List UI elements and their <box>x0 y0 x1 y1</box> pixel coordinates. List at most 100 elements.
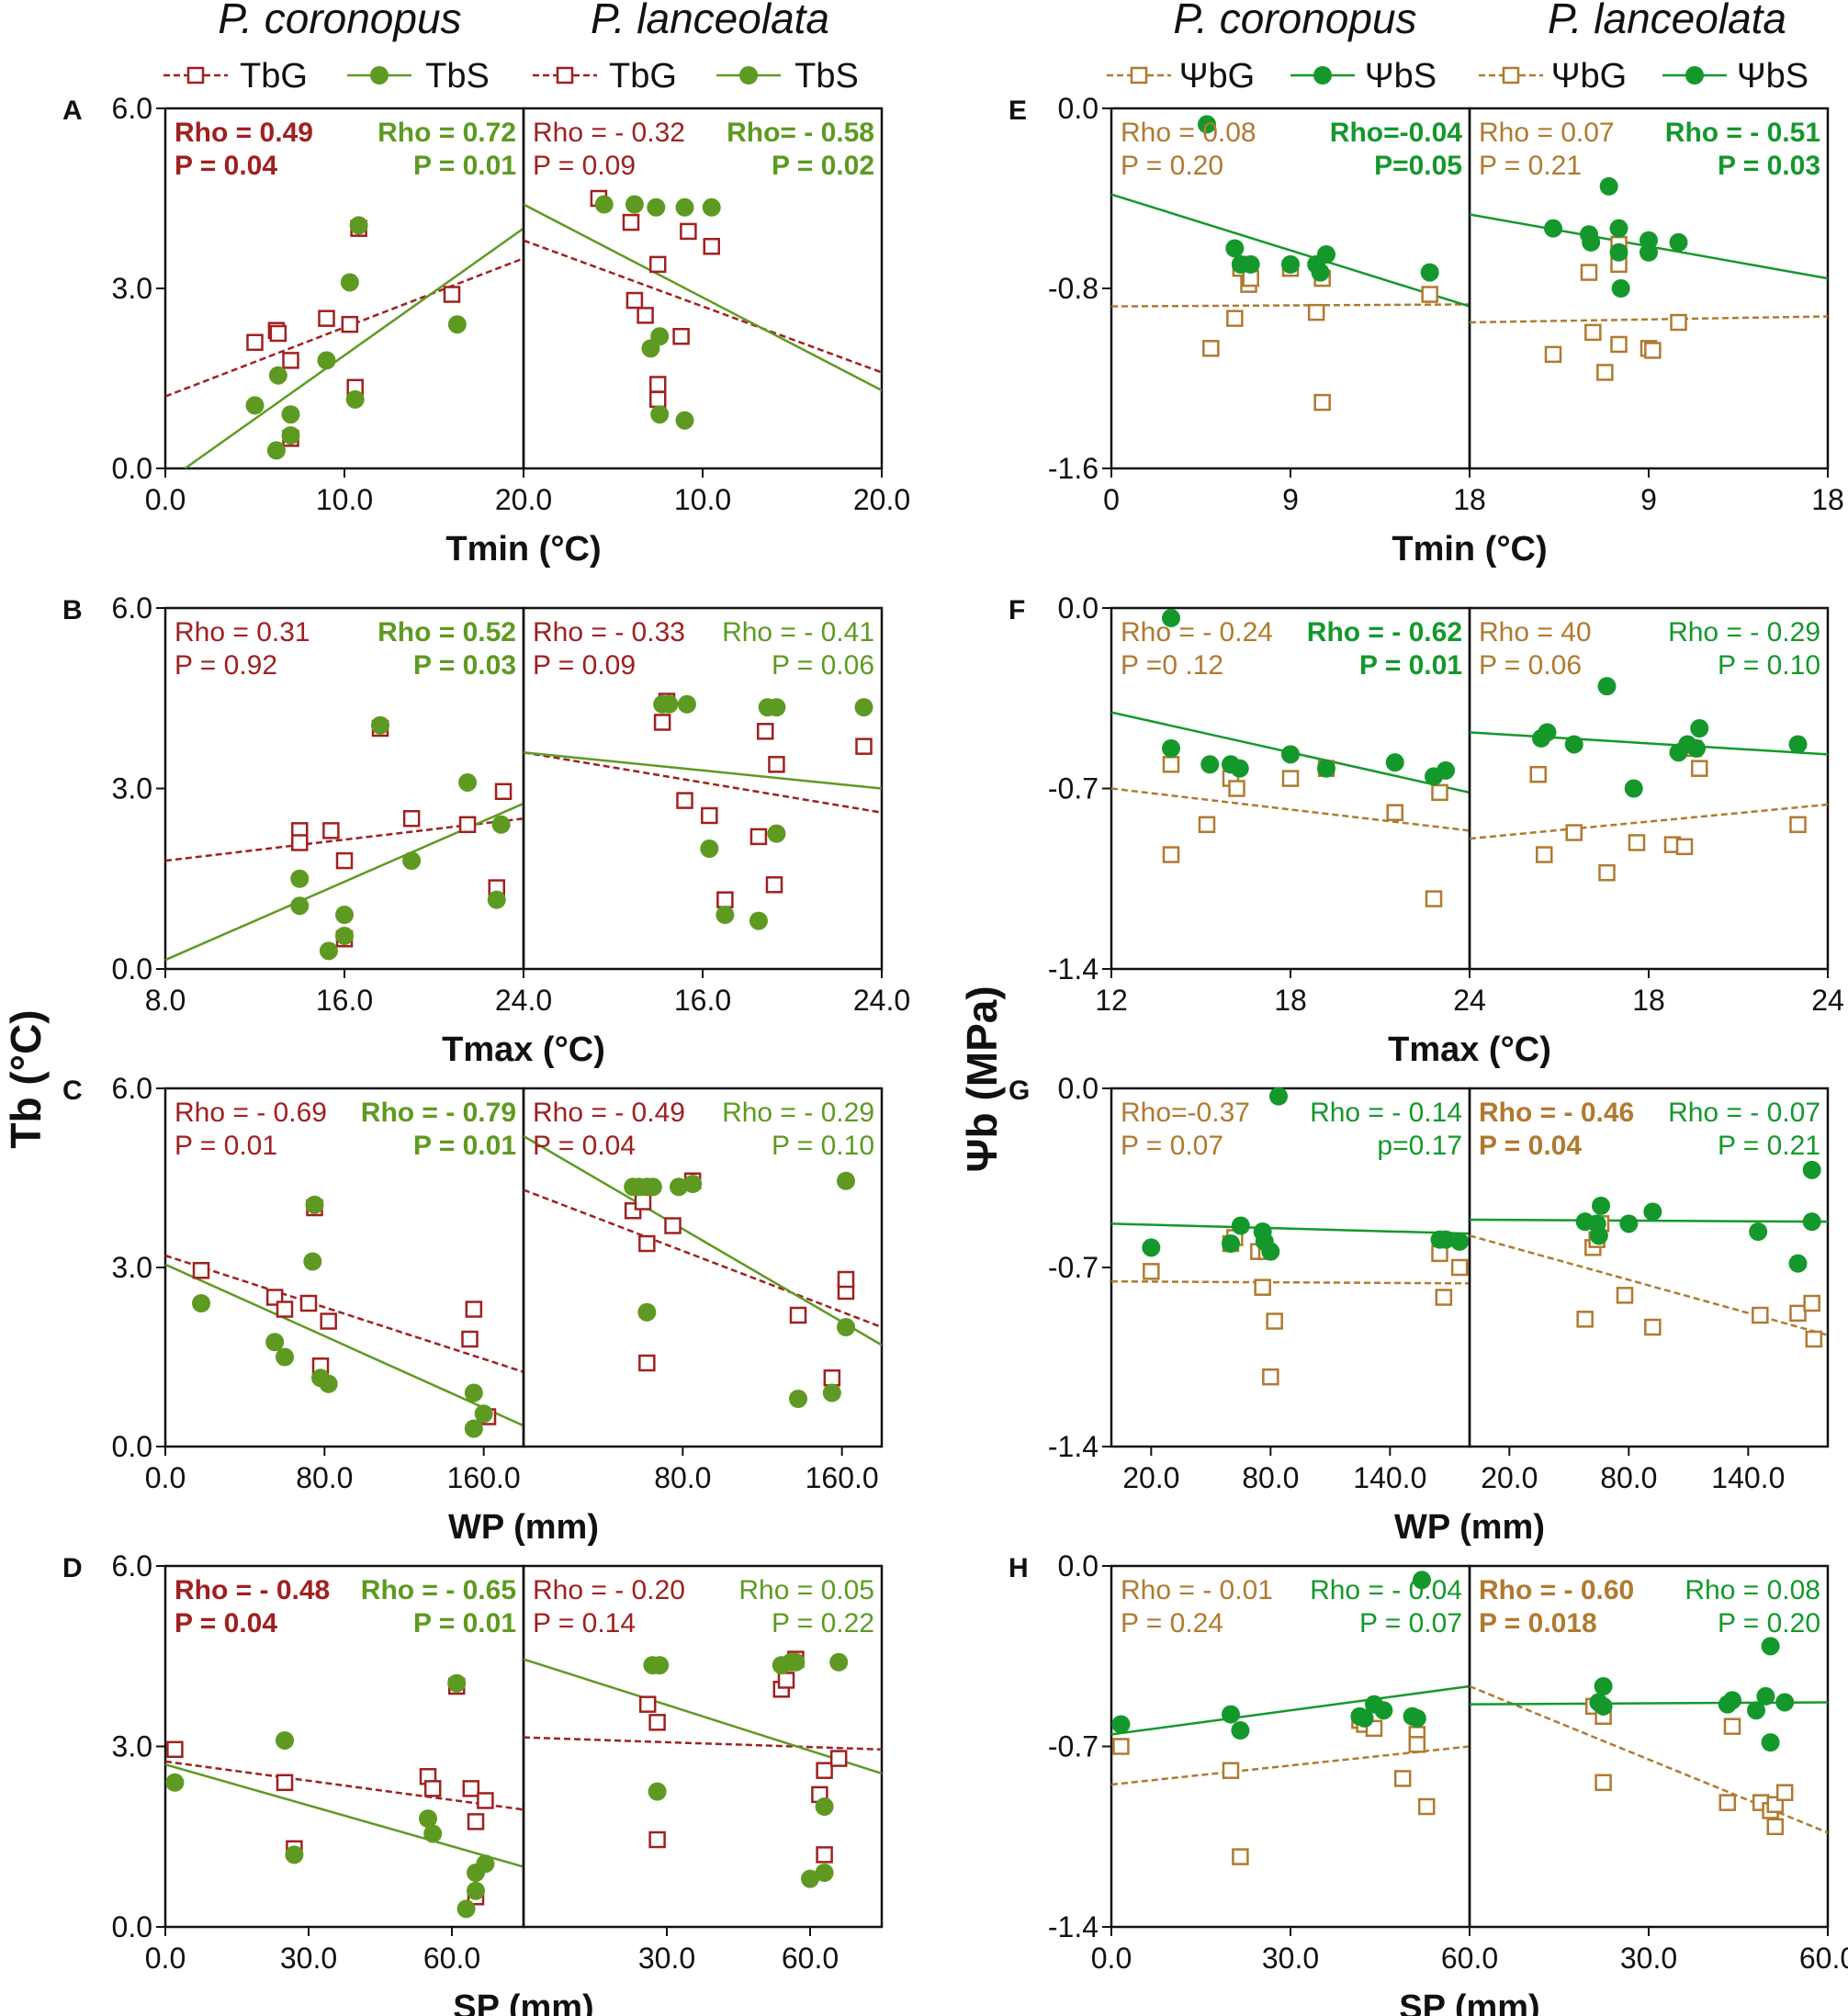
point-s <box>647 197 666 217</box>
point-s <box>340 273 359 292</box>
x-tick-label: 9 <box>1282 483 1299 516</box>
species-title-left-2: P. lanceolata <box>591 0 829 42</box>
x-tick-label: 30.0 <box>638 1942 695 1975</box>
regression-line-s <box>1111 1222 1470 1235</box>
y-tick-label: 3.0 <box>112 772 152 805</box>
x-tick-label: 80.0 <box>296 1461 353 1494</box>
stat-annotation-s: P = 0.03 <box>1718 151 1820 181</box>
x-tick-label: 20.0 <box>1481 1461 1538 1494</box>
point-s <box>801 1869 819 1888</box>
point-g <box>816 1846 833 1864</box>
stat-annotation-g: P = 0.92 <box>175 650 277 681</box>
stat-annotation-s: Rho = - 0.29 <box>1668 617 1820 648</box>
y-tick-label: -1.4 <box>1048 952 1099 985</box>
point-s <box>822 1383 841 1402</box>
point-s <box>786 1652 806 1672</box>
point-s <box>1624 779 1643 798</box>
regression-line-s <box>165 1763 524 1868</box>
point-s <box>281 405 300 424</box>
stat-annotation-s: Rho = - 0.04 <box>1310 1575 1462 1605</box>
point-s <box>815 1864 834 1883</box>
point-g <box>1228 780 1245 797</box>
point-s <box>281 426 300 445</box>
point-s <box>1225 239 1245 258</box>
regression-line-s <box>165 1263 524 1427</box>
y-tick-label: -0.7 <box>1048 1730 1099 1763</box>
x-tick-label: 60.0 <box>1441 1942 1498 1975</box>
point-g <box>1393 1770 1412 1787</box>
stat-annotation-s: Rho = - 0.07 <box>1668 1098 1820 1128</box>
stat-annotation-s: P = 0.20 <box>1718 1608 1820 1639</box>
stat-annotation-s: P = 0.02 <box>772 151 874 181</box>
point-g <box>1536 846 1553 863</box>
point-s <box>1544 219 1562 238</box>
stat-annotation-s: Rho = - 0.51 <box>1665 118 1820 148</box>
point-g <box>341 315 359 333</box>
stat-annotation-s: Rho= - 0.58 <box>727 118 874 148</box>
stat-annotation-s: P = 0.22 <box>772 1608 874 1639</box>
point-s <box>702 197 721 217</box>
point-g <box>1616 1287 1634 1304</box>
point-s <box>1747 1701 1765 1720</box>
point-s <box>1761 1733 1780 1752</box>
point-s <box>1749 1222 1768 1241</box>
x-tick-label: 18 <box>1274 984 1307 1017</box>
x-tick-label: 80.0 <box>1600 1461 1657 1494</box>
point-s <box>1261 1242 1280 1261</box>
point-g <box>402 810 421 828</box>
stat-annotation-s: Rho = 0.72 <box>377 118 516 148</box>
point-g <box>816 1762 833 1779</box>
point-s <box>837 1318 855 1336</box>
point-g <box>637 307 654 324</box>
point-g <box>423 1780 442 1797</box>
point-s <box>1589 1226 1608 1245</box>
stat-annotation-s: P = 0.21 <box>1718 1131 1820 1161</box>
point-g <box>789 1306 807 1324</box>
stat-annotation-s: Rho = - 0.65 <box>361 1575 516 1605</box>
point-g <box>1222 1762 1240 1779</box>
point-g <box>765 876 783 894</box>
point-s <box>1761 1637 1780 1656</box>
y-tick-label: -1.6 <box>1048 452 1099 485</box>
subplot-right: 30.0 60.0 Rho = - 0.60P = 0.018 Rho = 0.08P… <box>1468 1564 1848 1975</box>
point-g <box>1610 335 1628 354</box>
panel-F: F -1.4 -0.7 0.0 12 18 24 Rho = - 0.24P =0 .12 Rh… <box>1009 591 1844 1069</box>
x-tick-label: 160.0 <box>806 1461 879 1494</box>
point-s <box>650 1656 670 1675</box>
x-tick-label: 16.0 <box>316 984 373 1017</box>
point-s <box>675 197 694 217</box>
stat-annotation-g: Rho = - 0.01 <box>1121 1575 1273 1605</box>
point-s <box>1643 1202 1662 1222</box>
point-s <box>1594 1677 1613 1695</box>
subplot-left: 20.0 80.0 140.0 Rho=-0.37P = 0.07 Rho = - 0.… <box>1110 1087 1471 1494</box>
plot-frame <box>522 1087 884 1448</box>
x-axis-label: Tmax (°C) <box>442 1031 605 1069</box>
point-g <box>1584 323 1602 342</box>
stat-annotation-g: Rho = - 0.49 <box>533 1098 685 1128</box>
point-g <box>1307 303 1325 321</box>
point-s <box>1594 1696 1613 1716</box>
point-g <box>467 1813 485 1830</box>
point-s <box>319 941 338 961</box>
point-g <box>1580 264 1598 281</box>
point-g <box>1232 1848 1249 1865</box>
x-tick-label: 24 <box>1453 984 1486 1017</box>
point-s <box>643 1177 662 1197</box>
legend-marker-g <box>1130 66 1148 84</box>
point-g <box>1718 1794 1737 1811</box>
point-g <box>299 1294 318 1312</box>
x-tick-label: 20.0 <box>853 483 910 516</box>
point-s <box>1619 1214 1639 1233</box>
subplot-right: 16.0 24.0 Rho = - 0.33P = 0.09 Rho = - 0.41… <box>522 606 910 1017</box>
point-g <box>649 390 667 409</box>
point-s <box>1564 735 1583 754</box>
subplot-left: 8.0 16.0 24.0 Rho = 0.31P = 0.92 Rho = 0.52P… <box>145 606 552 1017</box>
point-s <box>1222 1234 1240 1253</box>
regression-line-g <box>1470 1684 1828 1834</box>
point-g <box>1723 1718 1741 1735</box>
x-tick-label: 30.0 <box>1620 1942 1677 1975</box>
point-s <box>1200 755 1220 774</box>
point-s <box>1690 719 1709 738</box>
subplot-right: 18 24 Rho = 40P = 0.06 Rho = - 0.29P = 0.10 <box>1468 606 1844 1017</box>
